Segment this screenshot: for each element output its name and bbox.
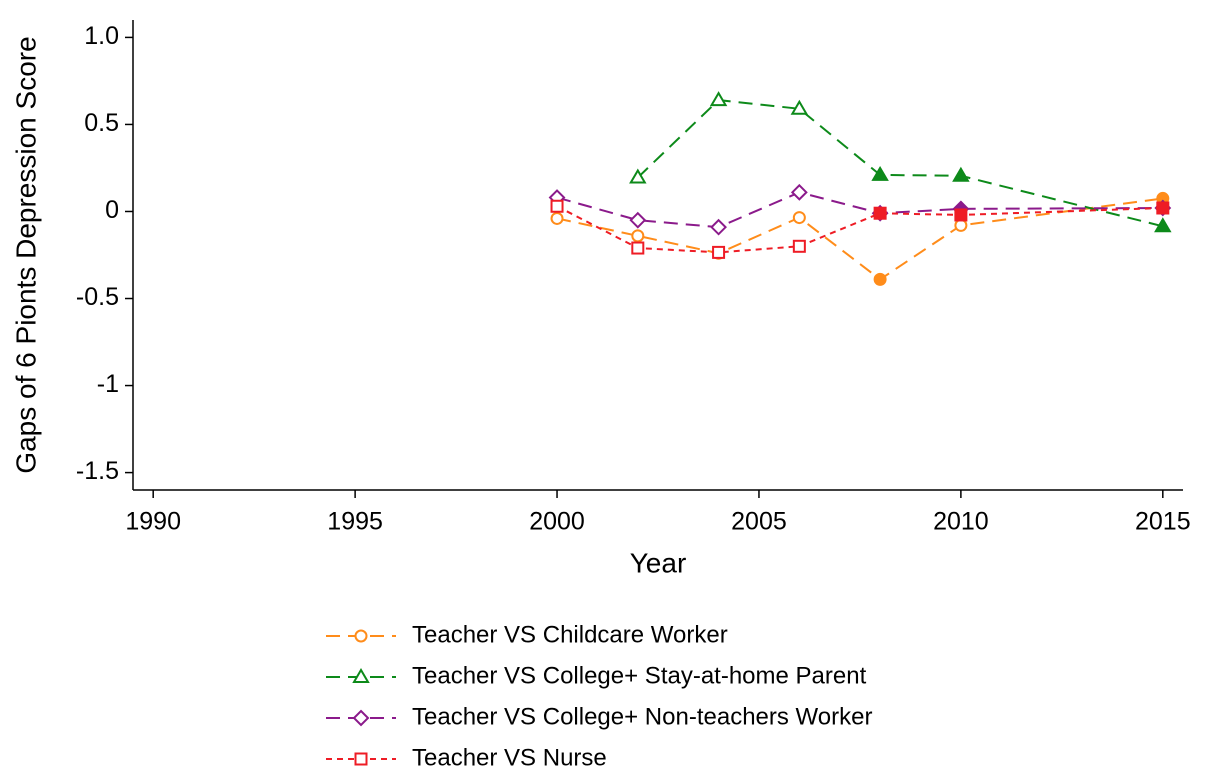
x-tick-label: 2010 bbox=[933, 508, 989, 536]
y-tick-label: 0.5 bbox=[84, 109, 119, 137]
series-line bbox=[556, 205, 1163, 254]
point bbox=[1156, 201, 1170, 215]
legend-marker bbox=[352, 709, 370, 727]
x-tick-label: 1995 bbox=[327, 508, 383, 536]
y-tick-label: -0.5 bbox=[76, 283, 119, 311]
legend-marker bbox=[354, 752, 368, 766]
y-tick-label: -1.5 bbox=[76, 457, 119, 485]
point bbox=[629, 168, 647, 184]
point bbox=[790, 99, 809, 115]
y-tick-label: -1 bbox=[97, 370, 119, 398]
point bbox=[871, 165, 889, 181]
point bbox=[550, 199, 564, 213]
point bbox=[631, 229, 645, 243]
point bbox=[954, 218, 968, 232]
x-tick-label: 2005 bbox=[731, 508, 787, 536]
legend-label: Teacher VS Childcare Worker bbox=[412, 621, 728, 648]
point bbox=[792, 239, 806, 253]
point bbox=[629, 211, 647, 229]
point bbox=[631, 241, 645, 255]
point bbox=[790, 183, 808, 201]
point bbox=[709, 91, 728, 107]
legend-marker bbox=[354, 629, 368, 643]
point bbox=[952, 166, 970, 182]
point bbox=[873, 206, 887, 220]
point bbox=[550, 211, 564, 225]
series-line bbox=[637, 99, 1164, 228]
y-tick-label: 0 bbox=[105, 196, 119, 224]
x-tick-label: 1990 bbox=[125, 508, 181, 536]
y-axis-title: Gaps of 6 Pionts Depression Score bbox=[10, 36, 41, 473]
x-tick-label: 2015 bbox=[1135, 508, 1191, 536]
x-axis-title: Year bbox=[630, 547, 687, 578]
x-tick-label: 2000 bbox=[529, 508, 585, 536]
legend-label: Teacher VS College+ Non-teachers Worker bbox=[412, 703, 872, 730]
legend-label: Teacher VS Nurse bbox=[412, 744, 607, 771]
y-tick-label: 1.0 bbox=[84, 22, 119, 50]
legend-marker bbox=[352, 668, 370, 683]
series-line bbox=[556, 191, 1163, 229]
point bbox=[954, 208, 968, 222]
legend-label: Teacher VS College+ Stay-at-home Parent bbox=[412, 662, 867, 689]
point bbox=[1154, 217, 1172, 233]
point bbox=[712, 245, 726, 259]
point bbox=[873, 272, 887, 286]
point bbox=[710, 218, 727, 236]
point bbox=[792, 211, 806, 225]
